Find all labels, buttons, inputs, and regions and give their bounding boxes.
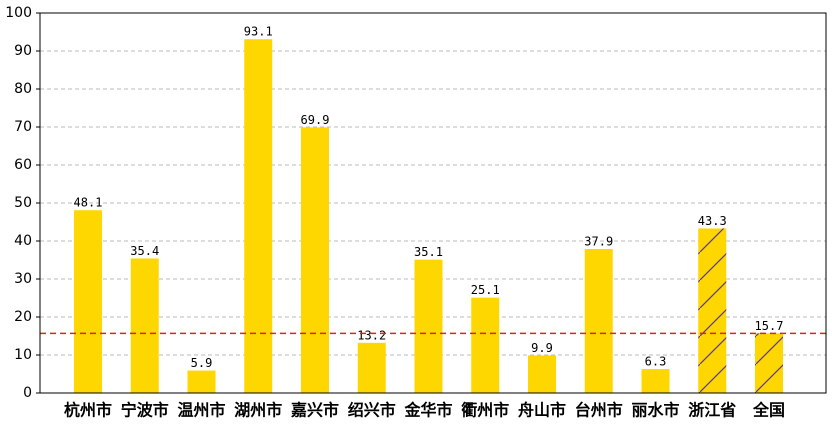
value-label: 35.1 bbox=[414, 245, 443, 259]
x-tick-label: 杭州市 bbox=[64, 401, 112, 420]
y-tick-label: 10 bbox=[14, 347, 32, 363]
bar-hatch bbox=[755, 333, 783, 393]
bar bbox=[641, 369, 670, 393]
value-label: 5.9 bbox=[191, 356, 213, 370]
value-label: 6.3 bbox=[645, 355, 667, 369]
value-label: 9.9 bbox=[531, 341, 553, 355]
value-label: 37.9 bbox=[584, 234, 613, 248]
value-label: 35.4 bbox=[130, 244, 159, 258]
plot-frame bbox=[39, 12, 827, 394]
bar bbox=[528, 355, 556, 393]
bar bbox=[471, 297, 500, 393]
bar bbox=[244, 39, 273, 393]
y-tick-label: 0 bbox=[23, 385, 32, 401]
x-tick-label: 丽水市 bbox=[631, 401, 679, 420]
value-label: 93.1 bbox=[244, 25, 273, 39]
x-tick-label: 台州市 bbox=[575, 401, 623, 420]
bar bbox=[74, 210, 102, 393]
y-tick-label: 60 bbox=[14, 157, 32, 173]
bar bbox=[301, 127, 329, 393]
bar bbox=[414, 259, 443, 393]
x-tick-label: 温州市 bbox=[176, 401, 225, 420]
bar bbox=[357, 342, 386, 393]
y-tick-label: 40 bbox=[14, 233, 32, 249]
x-tick-label: 绍兴市 bbox=[348, 401, 396, 420]
y-tick-label: 100 bbox=[5, 5, 32, 21]
x-tick-label: 全国 bbox=[752, 401, 785, 420]
bar bbox=[187, 370, 216, 393]
x-tick-label: 金华市 bbox=[403, 401, 452, 420]
y-tick-label: 80 bbox=[14, 81, 32, 97]
x-tick-label: 嘉兴市 bbox=[290, 401, 339, 420]
value-label: 48.1 bbox=[74, 196, 103, 210]
bar-hatch bbox=[698, 228, 727, 393]
y-tick-label: 50 bbox=[14, 195, 32, 211]
x-tick-label: 浙江省 bbox=[688, 401, 736, 420]
y-tick-label: 20 bbox=[14, 309, 32, 325]
y-tick-label: 30 bbox=[14, 271, 32, 287]
value-label: 13.2 bbox=[357, 328, 386, 342]
x-tick-label: 湖州市 bbox=[234, 401, 282, 420]
x-tick-label: 舟山市 bbox=[518, 401, 566, 420]
x-tick-label: 衢州市 bbox=[461, 401, 509, 420]
bar bbox=[584, 248, 613, 393]
x-tick-label: 宁波市 bbox=[121, 401, 169, 420]
y-tick-label: 90 bbox=[14, 43, 32, 59]
bar bbox=[130, 258, 159, 393]
value-label: 15.7 bbox=[755, 319, 784, 333]
y-tick-label: 70 bbox=[14, 119, 32, 135]
value-label: 43.3 bbox=[698, 214, 727, 228]
value-label: 69.9 bbox=[301, 113, 330, 127]
value-label: 25.1 bbox=[471, 283, 500, 297]
